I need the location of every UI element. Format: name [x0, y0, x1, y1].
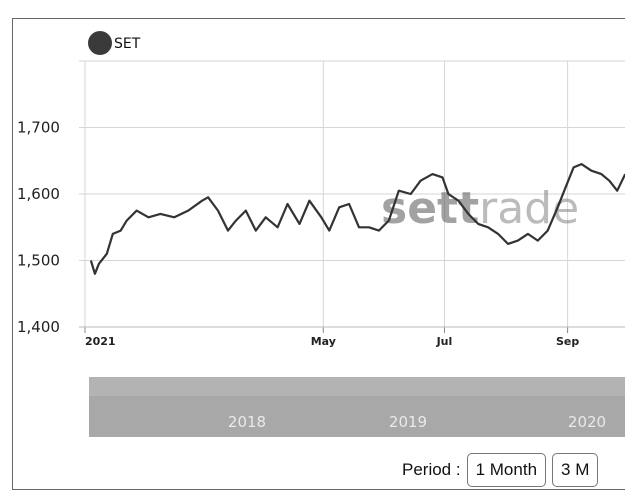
settrade-watermark: settrade — [381, 183, 579, 234]
navigator-year-label: 2018 — [228, 413, 266, 431]
x-tick-label: Sep — [556, 335, 579, 348]
x-tick-label: Jul — [436, 335, 453, 348]
y-tick-label: 1,600 — [17, 185, 60, 203]
legend[interactable]: SET — [88, 31, 141, 55]
period-button[interactable]: 3 M — [552, 453, 599, 487]
x-tick-label: 2021 — [85, 335, 116, 348]
period-selector: Period : 1 Month 3 M — [402, 452, 604, 488]
navigator-year-label: 2020 — [568, 413, 606, 431]
period-label: Period : — [402, 460, 461, 479]
y-axis-ticks: 1,400 1,500 1,600 1,700 — [17, 119, 60, 337]
x-axis-ticks: 2021 May Jul Sep — [79, 326, 625, 348]
y-tick-label: 1,500 — [17, 252, 60, 270]
set-line-chart: 1,400 1,500 1,600 1,700 2021 May Jul Sep settr… — [17, 31, 625, 437]
watermark-part-rade: rade — [479, 183, 579, 234]
series-line-set — [89, 163, 625, 275]
y-tick-label: 1,700 — [17, 119, 60, 137]
period-button[interactable]: 1 Month — [466, 453, 547, 487]
chart-frame: 1,400 1,500 1,600 1,700 2021 May Jul Sep settr… — [12, 18, 625, 490]
period-buttons: 1 Month 3 M — [466, 453, 605, 487]
legend-label-set: SET — [114, 36, 141, 52]
x-tick-label: May — [311, 335, 336, 348]
legend-marker-set — [88, 31, 112, 55]
series-layer — [89, 163, 625, 275]
navigator-year-label: 2019 — [389, 413, 427, 431]
watermark-part-sett: sett — [381, 183, 479, 234]
navigator-mini-chart — [89, 377, 625, 396]
watermark-text: settrade — [381, 183, 579, 234]
range-navigator[interactable]: 2018 2019 2020 — [89, 377, 625, 437]
y-tick-label: 1,400 — [17, 318, 60, 336]
